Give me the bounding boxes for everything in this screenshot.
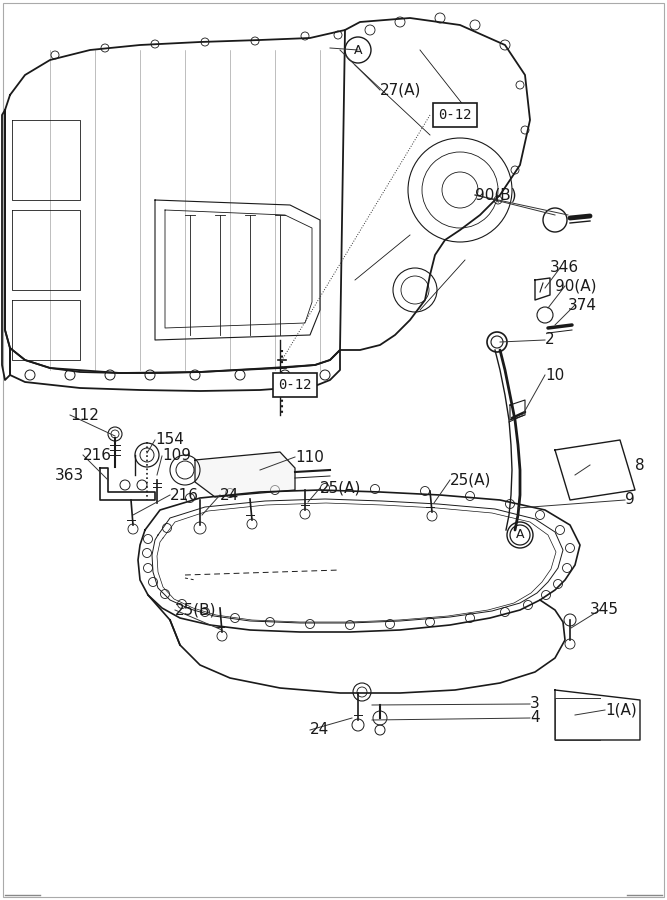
Text: 9: 9 bbox=[625, 492, 635, 508]
Text: 109: 109 bbox=[162, 448, 191, 464]
Text: 3: 3 bbox=[530, 697, 540, 712]
Text: 90(B): 90(B) bbox=[475, 187, 517, 202]
Text: 4: 4 bbox=[530, 710, 540, 725]
Text: 2: 2 bbox=[545, 332, 555, 347]
Text: 24: 24 bbox=[220, 488, 239, 502]
Text: A: A bbox=[516, 528, 524, 542]
Text: 154: 154 bbox=[155, 433, 184, 447]
Text: 110: 110 bbox=[295, 449, 324, 464]
Text: 25(A): 25(A) bbox=[450, 472, 492, 488]
Text: 112: 112 bbox=[70, 408, 99, 422]
Polygon shape bbox=[195, 452, 295, 497]
Text: 25(B): 25(B) bbox=[175, 602, 217, 617]
Text: 216: 216 bbox=[170, 488, 199, 502]
Text: 374: 374 bbox=[568, 298, 597, 312]
Text: 8: 8 bbox=[635, 457, 644, 472]
Text: 90(A): 90(A) bbox=[555, 278, 596, 293]
Text: 0-12: 0-12 bbox=[438, 108, 472, 122]
Text: 0-12: 0-12 bbox=[278, 378, 311, 392]
Text: 24: 24 bbox=[310, 723, 329, 737]
Text: A: A bbox=[354, 43, 362, 57]
Text: 363: 363 bbox=[55, 467, 84, 482]
Text: 346: 346 bbox=[550, 260, 579, 275]
Text: 27(A): 27(A) bbox=[380, 83, 422, 97]
Text: 1(A): 1(A) bbox=[605, 703, 637, 717]
Text: 345: 345 bbox=[590, 602, 619, 617]
Text: 10: 10 bbox=[545, 367, 564, 382]
Text: 216: 216 bbox=[83, 447, 112, 463]
Text: 25(A): 25(A) bbox=[320, 481, 362, 496]
